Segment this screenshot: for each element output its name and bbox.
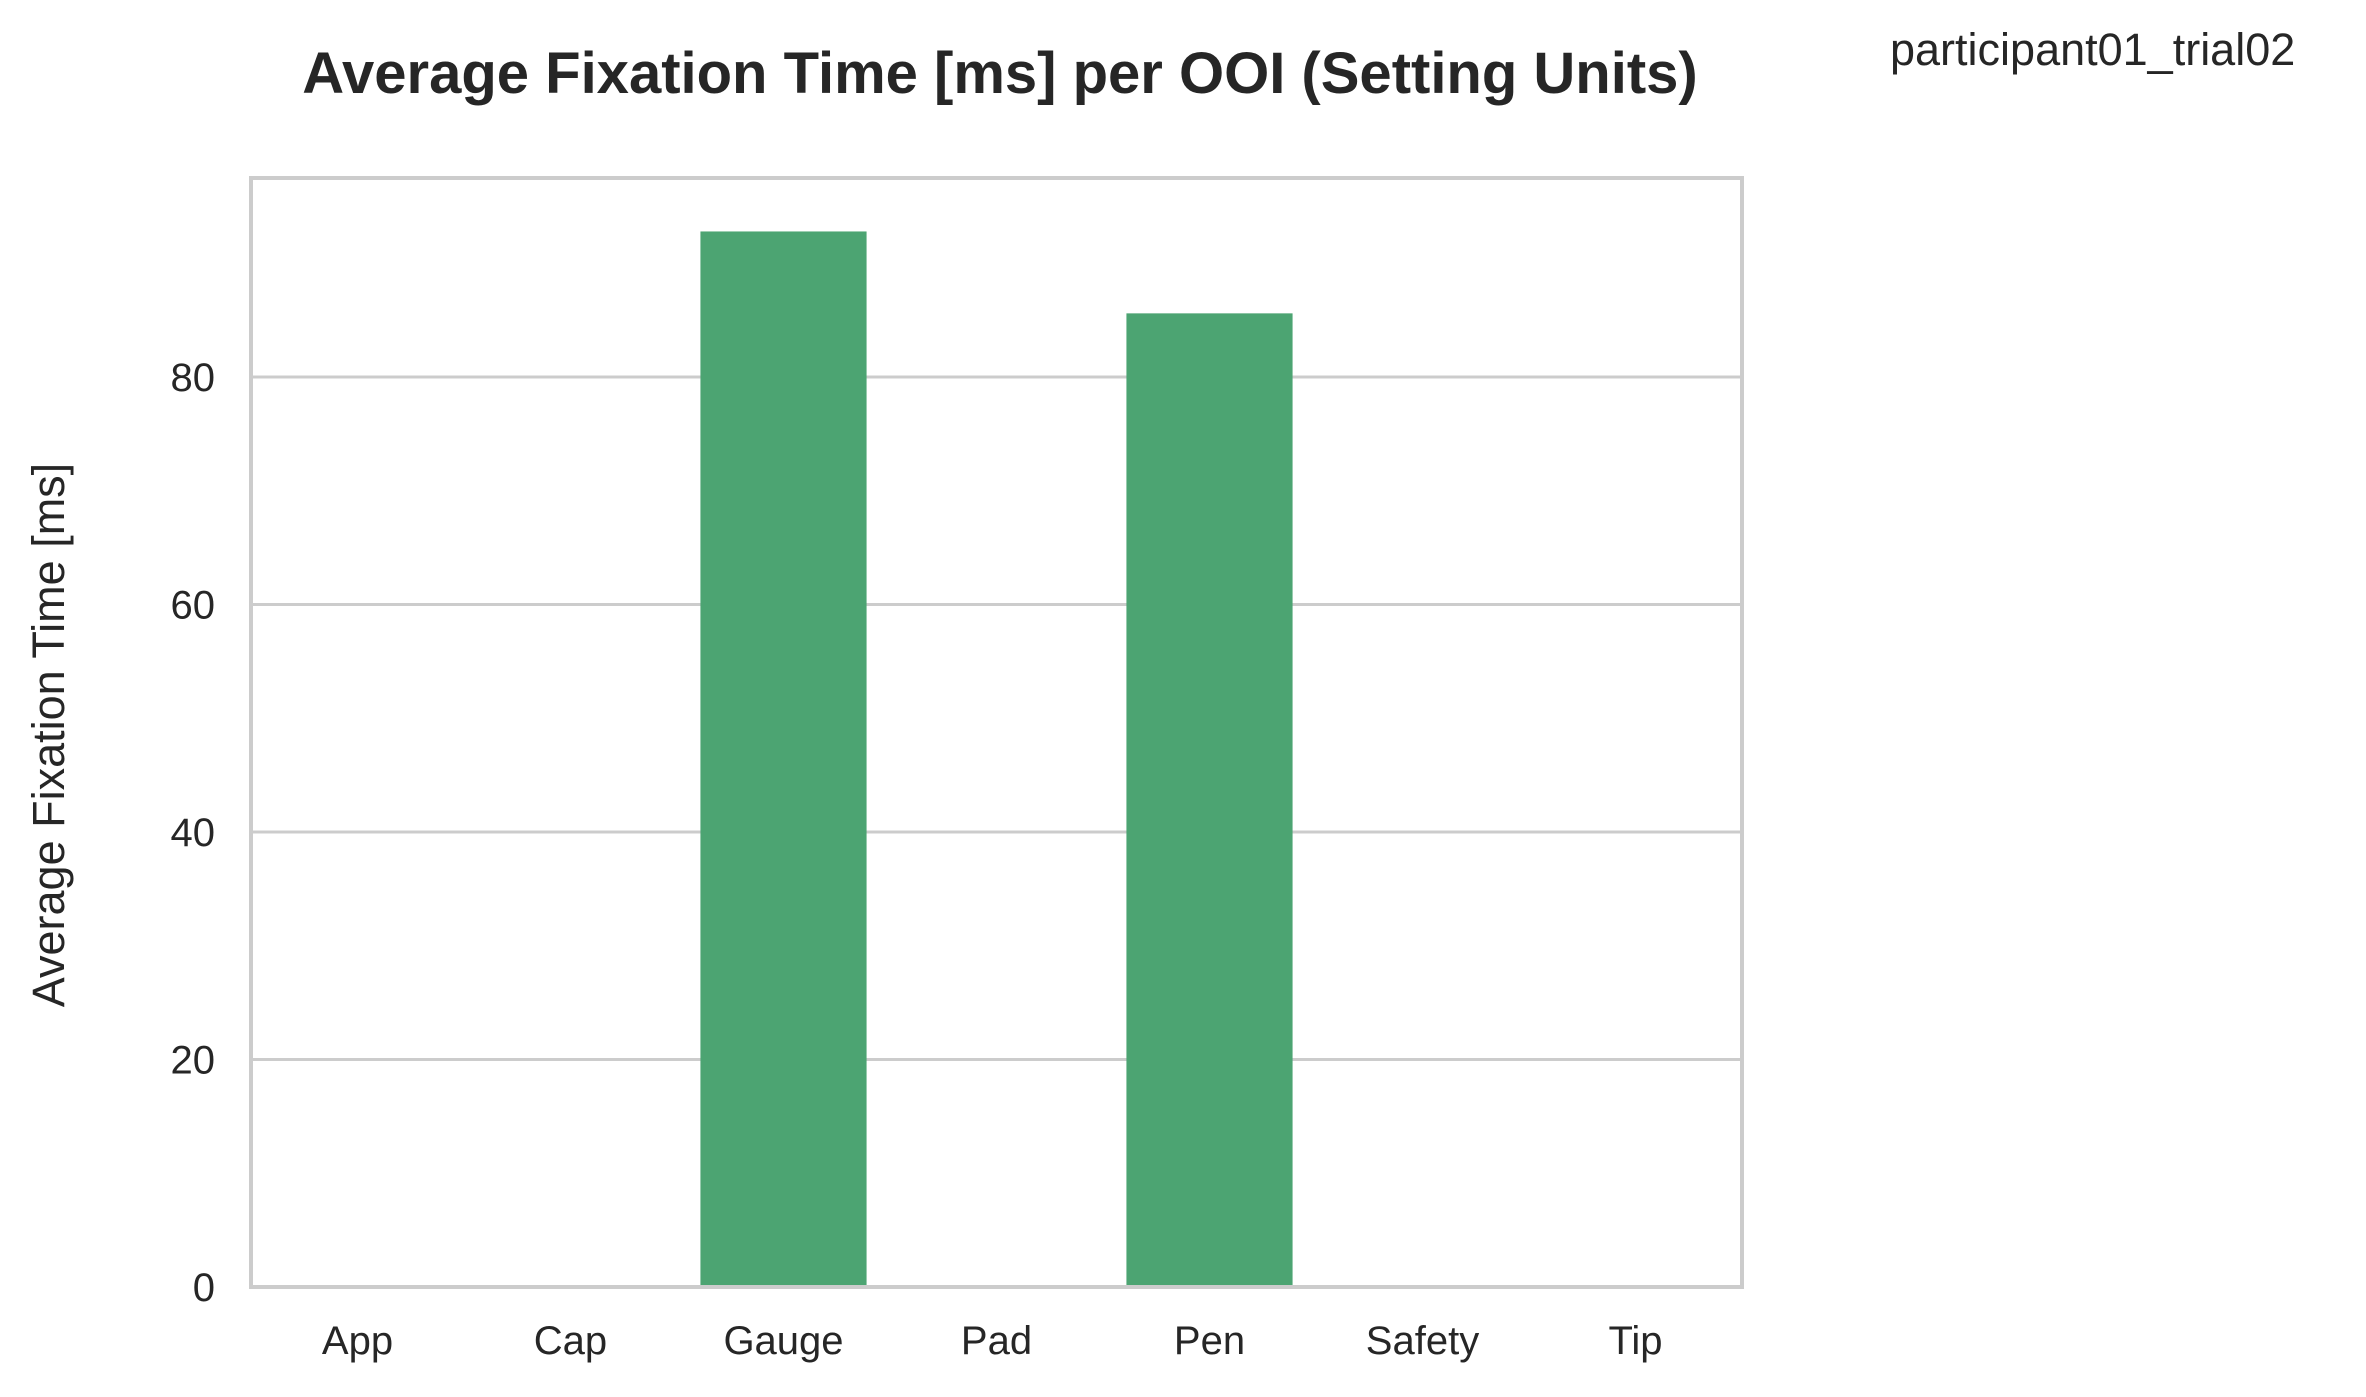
y-tick-label: 80 [171, 356, 216, 400]
x-tick-label: Pad [961, 1319, 1032, 1363]
x-tick-label: Gauge [723, 1319, 843, 1363]
plot-frame [249, 176, 1744, 1289]
x-tick-label: Tip [1608, 1319, 1662, 1363]
chart-subtitle: participant01_trial02 [1890, 24, 2295, 75]
bar-gauge [700, 231, 867, 1288]
chart-title: Average Fixation Time [ms] per OOI (Sett… [302, 41, 1697, 106]
y-tick-label: 40 [171, 811, 216, 855]
y-tick-label: 0 [193, 1266, 215, 1310]
x-tick-label: Pen [1174, 1319, 1245, 1363]
y-tick-label: 20 [171, 1039, 216, 1083]
x-tick-label: Cap [534, 1319, 607, 1363]
x-tick-label: Safety [1366, 1319, 1479, 1363]
bars [700, 231, 1293, 1288]
bar-pen [1126, 313, 1293, 1287]
gridlines [251, 375, 1742, 1062]
x-tick-labels: App Cap Gauge Pad Pen Safety Tip [322, 1319, 1663, 1363]
y-tick-label: 60 [171, 584, 216, 628]
y-axis-label: Average Fixation Time [ms] [23, 463, 74, 1007]
y-tick-labels: 0 20 40 60 80 [171, 356, 216, 1310]
x-tick-label: App [322, 1319, 393, 1363]
